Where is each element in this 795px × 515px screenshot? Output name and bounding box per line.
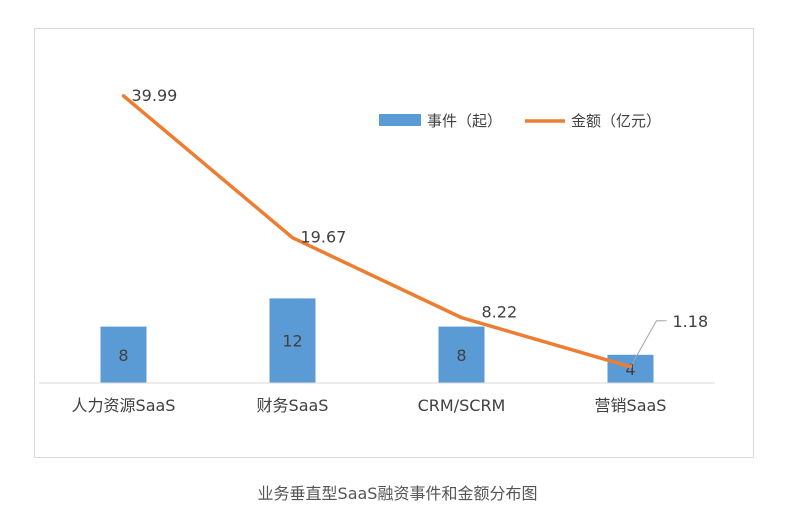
line-label-1: 19.67 bbox=[301, 228, 347, 247]
x-tick-label-3: 营销SaaS bbox=[595, 396, 667, 415]
bar-3 bbox=[607, 354, 654, 383]
bar-label-0: 8 bbox=[118, 346, 128, 365]
line-point-1 bbox=[291, 236, 294, 240]
bar-label-3: 4 bbox=[625, 360, 635, 379]
bar-0 bbox=[100, 326, 147, 383]
x-tick-label-0: 人力资源SaaS bbox=[72, 396, 176, 415]
bar-label-2: 8 bbox=[456, 346, 466, 365]
x-tick-label-2: CRM/SCRM bbox=[418, 396, 506, 415]
line-label-0: 39.99 bbox=[132, 86, 178, 105]
legend-swatch-bar bbox=[379, 114, 421, 126]
line-point-0 bbox=[122, 94, 125, 98]
legend-label-line: 金额（亿元） bbox=[571, 112, 661, 130]
line-series-amount bbox=[121, 94, 633, 369]
chart-frame: 8 12 8 4 人力资源SaaS 财务SaaS CRM/SCRM 营销SaaS 39.99 19… bbox=[34, 28, 754, 458]
chart-svg: 8 12 8 4 人力资源SaaS 财务SaaS CRM/SCRM 营销SaaS 39.99 19… bbox=[39, 86, 715, 415]
line-label-2: 8.22 bbox=[482, 303, 518, 322]
chart-caption: 业务垂直型SaaS融资事件和金额分布图 bbox=[257, 484, 538, 503]
line-point-2 bbox=[460, 316, 463, 320]
bar-label-1: 12 bbox=[282, 332, 302, 351]
x-tick-label-1: 财务SaaS bbox=[257, 396, 329, 415]
bar-2 bbox=[438, 326, 485, 383]
line-label-3: 1.18 bbox=[673, 312, 709, 331]
legend-label-bar: 事件（起） bbox=[427, 112, 502, 130]
bar-1 bbox=[269, 298, 316, 383]
leader-line-3 bbox=[630, 320, 667, 368]
